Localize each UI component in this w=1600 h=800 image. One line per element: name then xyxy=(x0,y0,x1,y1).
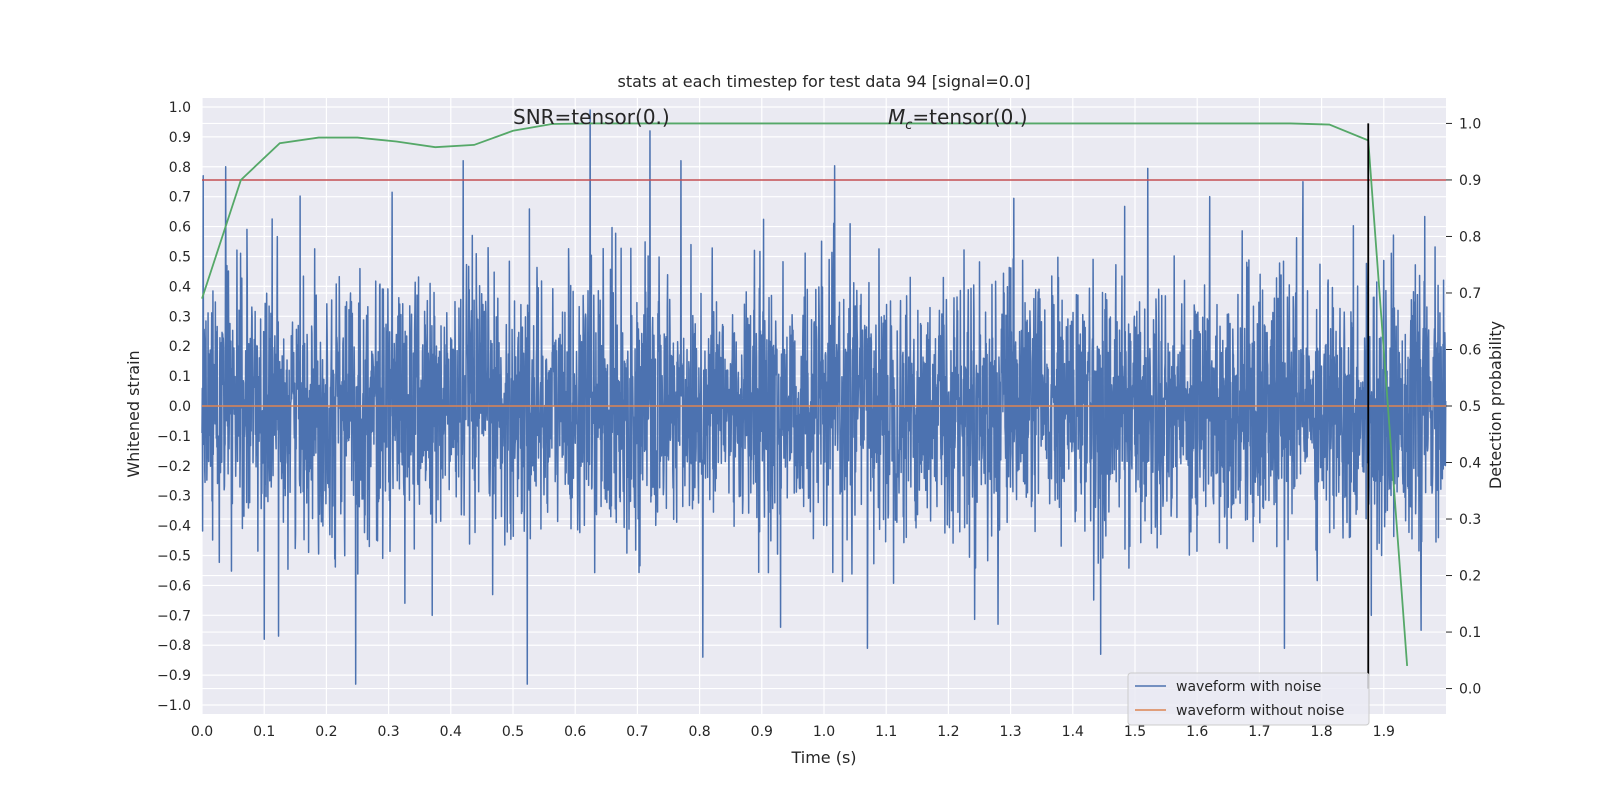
y-tick-label: 0.3 xyxy=(169,309,191,325)
y-tick-label: −0.2 xyxy=(157,459,191,475)
x-tick-label: 0.5 xyxy=(502,724,524,740)
y-tick-label: −1.0 xyxy=(157,698,191,714)
x-tick-label: 0.7 xyxy=(626,724,648,740)
y-tick-label: −0.9 xyxy=(157,668,191,684)
x-tick-label: 1.0 xyxy=(813,724,835,740)
x-tick-label: 1.2 xyxy=(937,724,959,740)
y-tick-label: −0.8 xyxy=(157,638,191,654)
x-tick-label: 1.4 xyxy=(1062,724,1084,740)
x-tick-label: 1.1 xyxy=(875,724,897,740)
x-tick-label: 0.4 xyxy=(440,724,462,740)
mc-symbol: M xyxy=(888,105,905,129)
x-tick-label: 1.3 xyxy=(999,724,1021,740)
y2-tick-label: 0.5 xyxy=(1459,399,1481,415)
y2-tick-label: 0.8 xyxy=(1459,229,1481,245)
mc-value: =tensor(0.) xyxy=(912,105,1027,129)
y2-tick-label: 0.6 xyxy=(1459,342,1481,358)
x-tick-label: 1.7 xyxy=(1248,724,1270,740)
y-tick-label: 0.8 xyxy=(169,160,191,176)
y-tick-label: 0.6 xyxy=(169,220,191,236)
y-tick-label: −0.7 xyxy=(157,608,191,624)
y2-tick-label: 0.9 xyxy=(1459,173,1481,189)
x-tick-label: 1.6 xyxy=(1186,724,1208,740)
y-tick-label: 0.2 xyxy=(169,339,191,355)
legend-label-clean: waveform without noise xyxy=(1176,703,1344,719)
snr-annotation: SNR=tensor(0.) xyxy=(513,105,670,129)
y-tick-label: 0.0 xyxy=(169,399,191,415)
y2-tick-label: 0.0 xyxy=(1459,682,1481,698)
y-tick-label: 0.4 xyxy=(169,279,191,295)
x-tick-label: 0.9 xyxy=(751,724,773,740)
y2-tick-label: 0.4 xyxy=(1459,456,1481,472)
y-tick-label: −0.4 xyxy=(157,519,191,535)
mc-annotation: Mc=tensor(0.) xyxy=(888,105,1028,133)
x-tick-label: 0.0 xyxy=(191,724,213,740)
x-tick-label: 1.5 xyxy=(1124,724,1146,740)
x-tick-label: 0.1 xyxy=(253,724,275,740)
y2-tick-label: 0.2 xyxy=(1459,569,1481,585)
y-tick-label: 1.0 xyxy=(169,100,191,116)
x-axis-label: Time (s) xyxy=(790,748,856,767)
y2-tick-label: 0.3 xyxy=(1459,512,1481,528)
x-tick-label: 0.6 xyxy=(564,724,586,740)
y2-tick-label: 1.0 xyxy=(1459,116,1481,132)
y-tick-label: 0.9 xyxy=(169,130,191,146)
legend: waveform with noise waveform without noi… xyxy=(1127,672,1370,726)
y2-axis-label: Detection probability xyxy=(1486,321,1505,489)
y-tick-label: 0.5 xyxy=(169,249,191,265)
y-tick-label: −0.3 xyxy=(157,489,191,505)
legend-box xyxy=(1127,672,1370,726)
y-tick-label: 0.7 xyxy=(169,190,191,206)
y2-tick-label: 0.1 xyxy=(1459,625,1481,641)
y-tick-label: −0.6 xyxy=(157,578,191,594)
y2-tick-label: 0.7 xyxy=(1459,286,1481,302)
mc-subscript: c xyxy=(905,118,912,133)
y-tick-label: 0.1 xyxy=(169,369,191,385)
x-tick-label: 0.3 xyxy=(377,724,399,740)
x-tick-label: 1.9 xyxy=(1373,724,1395,740)
y-axis-label: Whitened strain xyxy=(124,350,143,477)
series-waveform-with-noise xyxy=(201,109,1447,685)
x-tick-label: 1.8 xyxy=(1310,724,1332,740)
chart-title: stats at each timestep for test data 94 … xyxy=(618,72,1031,91)
y-tick-label: −0.5 xyxy=(157,549,191,565)
series-detection-probability xyxy=(201,122,1409,667)
legend-label-noisy: waveform with noise xyxy=(1176,679,1321,695)
x-tick-label: 0.2 xyxy=(315,724,337,740)
y-tick-label: −0.1 xyxy=(157,429,191,445)
x-tick-label: 0.8 xyxy=(688,724,710,740)
